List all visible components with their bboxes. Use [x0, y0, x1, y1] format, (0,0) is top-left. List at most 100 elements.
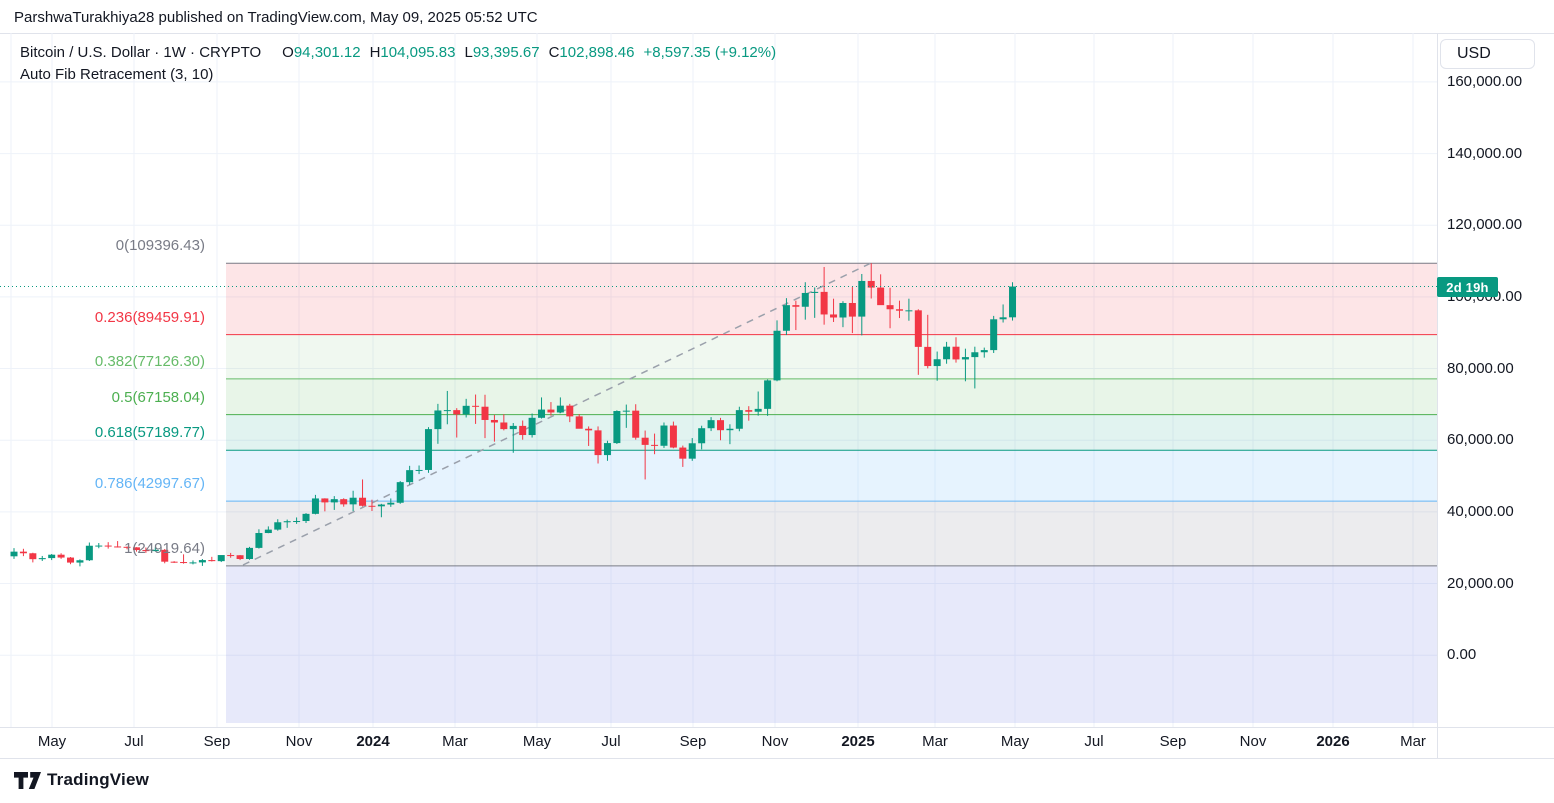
candle-up	[613, 411, 621, 444]
candle-up	[396, 482, 404, 503]
time-axis-month-label: Jul	[124, 733, 144, 750]
price-tick-label: 40,000.00	[1447, 502, 1514, 520]
candle-down	[57, 554, 65, 558]
candle-up	[198, 560, 206, 563]
candle-up	[434, 410, 442, 430]
fib-level-label: 0.236(89459.91)	[94, 308, 205, 326]
candle-down	[820, 291, 828, 315]
change-value: +8,597.35 (+9.12%)	[643, 44, 777, 61]
candle-up	[415, 469, 423, 471]
candle-up	[811, 291, 819, 293]
time-axis-month-label: Nov	[761, 733, 789, 750]
candle-up	[246, 547, 253, 559]
candle-up	[443, 410, 451, 412]
candle-down	[453, 410, 461, 415]
candle-up	[85, 545, 93, 561]
usd-currency-button[interactable]: USD	[1440, 39, 1535, 69]
candle-up	[971, 352, 979, 358]
candle-up	[217, 555, 225, 562]
candle-up	[660, 425, 668, 446]
fib-band-below-one	[226, 565, 1437, 723]
candle-up	[943, 346, 951, 360]
candle-down	[104, 545, 112, 547]
ohlc-low-label: L	[464, 44, 473, 61]
candle-up	[961, 357, 969, 360]
time-axis-month-label: May	[37, 733, 67, 750]
bar-countdown-badge: 2d 19h	[1437, 277, 1498, 297]
time-axis-divider	[0, 727, 1554, 728]
candle-down	[161, 549, 169, 562]
candle-up	[622, 410, 630, 412]
candle-up	[330, 499, 338, 503]
time-axis-month-label: Nov	[1239, 733, 1267, 750]
candle-down	[19, 551, 27, 554]
candle-up	[773, 330, 781, 381]
time-axis-month-label: Sep	[203, 733, 231, 750]
candle-down	[321, 498, 329, 503]
indicator-legend[interactable]: Auto Fib Retracement (3, 10)	[20, 66, 225, 83]
price-tick-label: 80,000.00	[1447, 359, 1514, 377]
candle-down	[500, 422, 508, 430]
candle-down	[29, 553, 37, 560]
candle-up	[538, 409, 546, 418]
time-axis-month-label: May	[1000, 733, 1030, 750]
candle-up	[839, 302, 847, 318]
ohlc-open-value: 94,301.12	[293, 44, 361, 61]
candle-up	[735, 410, 743, 429]
candle-up	[462, 405, 470, 415]
price-tick-label: 0.00	[1447, 646, 1477, 664]
time-axis-month-label: Mar	[442, 733, 468, 750]
candle-down	[924, 346, 932, 367]
candle-up	[726, 428, 734, 431]
candle-up	[990, 319, 998, 351]
price-chart-canvas[interactable]	[0, 33, 1437, 727]
candle-down	[585, 428, 593, 431]
candle-up	[302, 513, 310, 522]
fib-band	[226, 334, 1437, 379]
time-axis-year-label: 2025	[841, 733, 875, 750]
candle-up	[274, 522, 282, 530]
fib-band	[226, 414, 1437, 451]
candle-up	[707, 420, 715, 429]
symbol-legend[interactable]: Bitcoin / U.S. Dollar · 1W · CRYPTO O94,3…	[20, 44, 776, 61]
tradingview-brand[interactable]: TradingView	[47, 770, 150, 789]
fib-band	[226, 263, 1437, 335]
candle-up	[980, 350, 988, 353]
candle-up	[283, 521, 291, 523]
tradingview-logo-icon[interactable]	[14, 771, 41, 790]
candle-up	[264, 529, 272, 534]
candle-up	[76, 560, 84, 563]
candle-up	[311, 498, 319, 514]
candle-up	[48, 554, 56, 559]
candle-down	[67, 557, 75, 563]
candle-down	[566, 405, 574, 417]
candle-down	[651, 444, 659, 446]
candle-up	[905, 310, 913, 312]
ohlc-open-label: O	[282, 44, 294, 61]
ohlc-close-label: C	[548, 44, 560, 61]
time-axis-month-label: May	[522, 733, 552, 750]
candle-down	[867, 280, 875, 288]
publisher-bar: ParshwaTurakhiya28 published on TradingV…	[14, 9, 538, 26]
price-tick-label: 140,000.00	[1447, 144, 1523, 162]
candle-down	[490, 419, 498, 423]
candle-down	[594, 430, 602, 456]
candle-down	[368, 505, 376, 507]
candle-up	[556, 405, 564, 413]
price-tick-label: 60,000.00	[1447, 431, 1514, 449]
candle-down	[717, 420, 724, 431]
candle-down	[952, 346, 960, 360]
candle-down	[641, 437, 649, 445]
fib-level-label: 0.382(77126.30)	[94, 352, 205, 370]
time-axis-month-label: Sep	[1159, 733, 1187, 750]
candle-down	[848, 302, 856, 317]
candle-up	[698, 428, 706, 444]
time-axis-month-label: Nov	[285, 733, 313, 750]
candle-down	[142, 550, 150, 552]
price-scale-divider	[1437, 33, 1438, 758]
candle-up	[999, 317, 1007, 320]
candle-down	[830, 314, 838, 318]
candle-up	[509, 425, 517, 430]
time-axis-month-label: Sep	[679, 733, 707, 750]
